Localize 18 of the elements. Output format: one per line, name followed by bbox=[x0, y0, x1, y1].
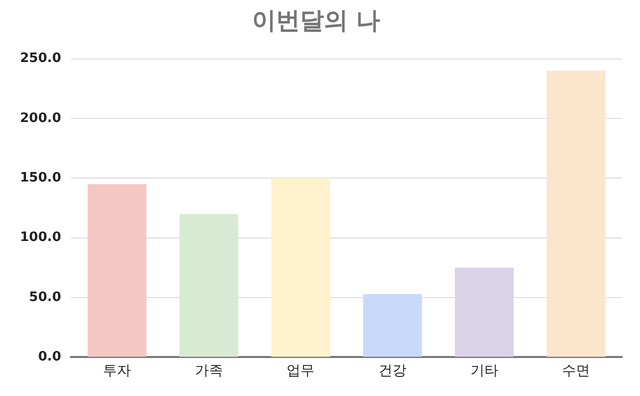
x-tick-label: 업무 bbox=[286, 363, 315, 380]
bar bbox=[88, 184, 146, 357]
x-tick-label: 기타 bbox=[470, 363, 498, 380]
y-tick-label: 0.0 bbox=[38, 350, 62, 365]
bar bbox=[179, 214, 238, 357]
y-tick-label: 150.0 bbox=[20, 170, 62, 186]
bar bbox=[363, 294, 422, 357]
chart-title: 이번달의 나 bbox=[252, 6, 380, 35]
y-tick-label: 250.0 bbox=[20, 51, 62, 66]
x-tick-label: 투자 bbox=[103, 363, 132, 380]
y-tick-label: 100.0 bbox=[20, 230, 62, 246]
x-tick-label: 수면 bbox=[562, 363, 590, 380]
x-tick-label: 가족 bbox=[194, 363, 223, 380]
y-tick-label: 50.0 bbox=[29, 290, 62, 305]
y-tick-label: 200.0 bbox=[20, 110, 62, 126]
bar bbox=[271, 178, 330, 357]
bar bbox=[546, 70, 606, 357]
x-tick-label: 건강 bbox=[378, 363, 406, 380]
